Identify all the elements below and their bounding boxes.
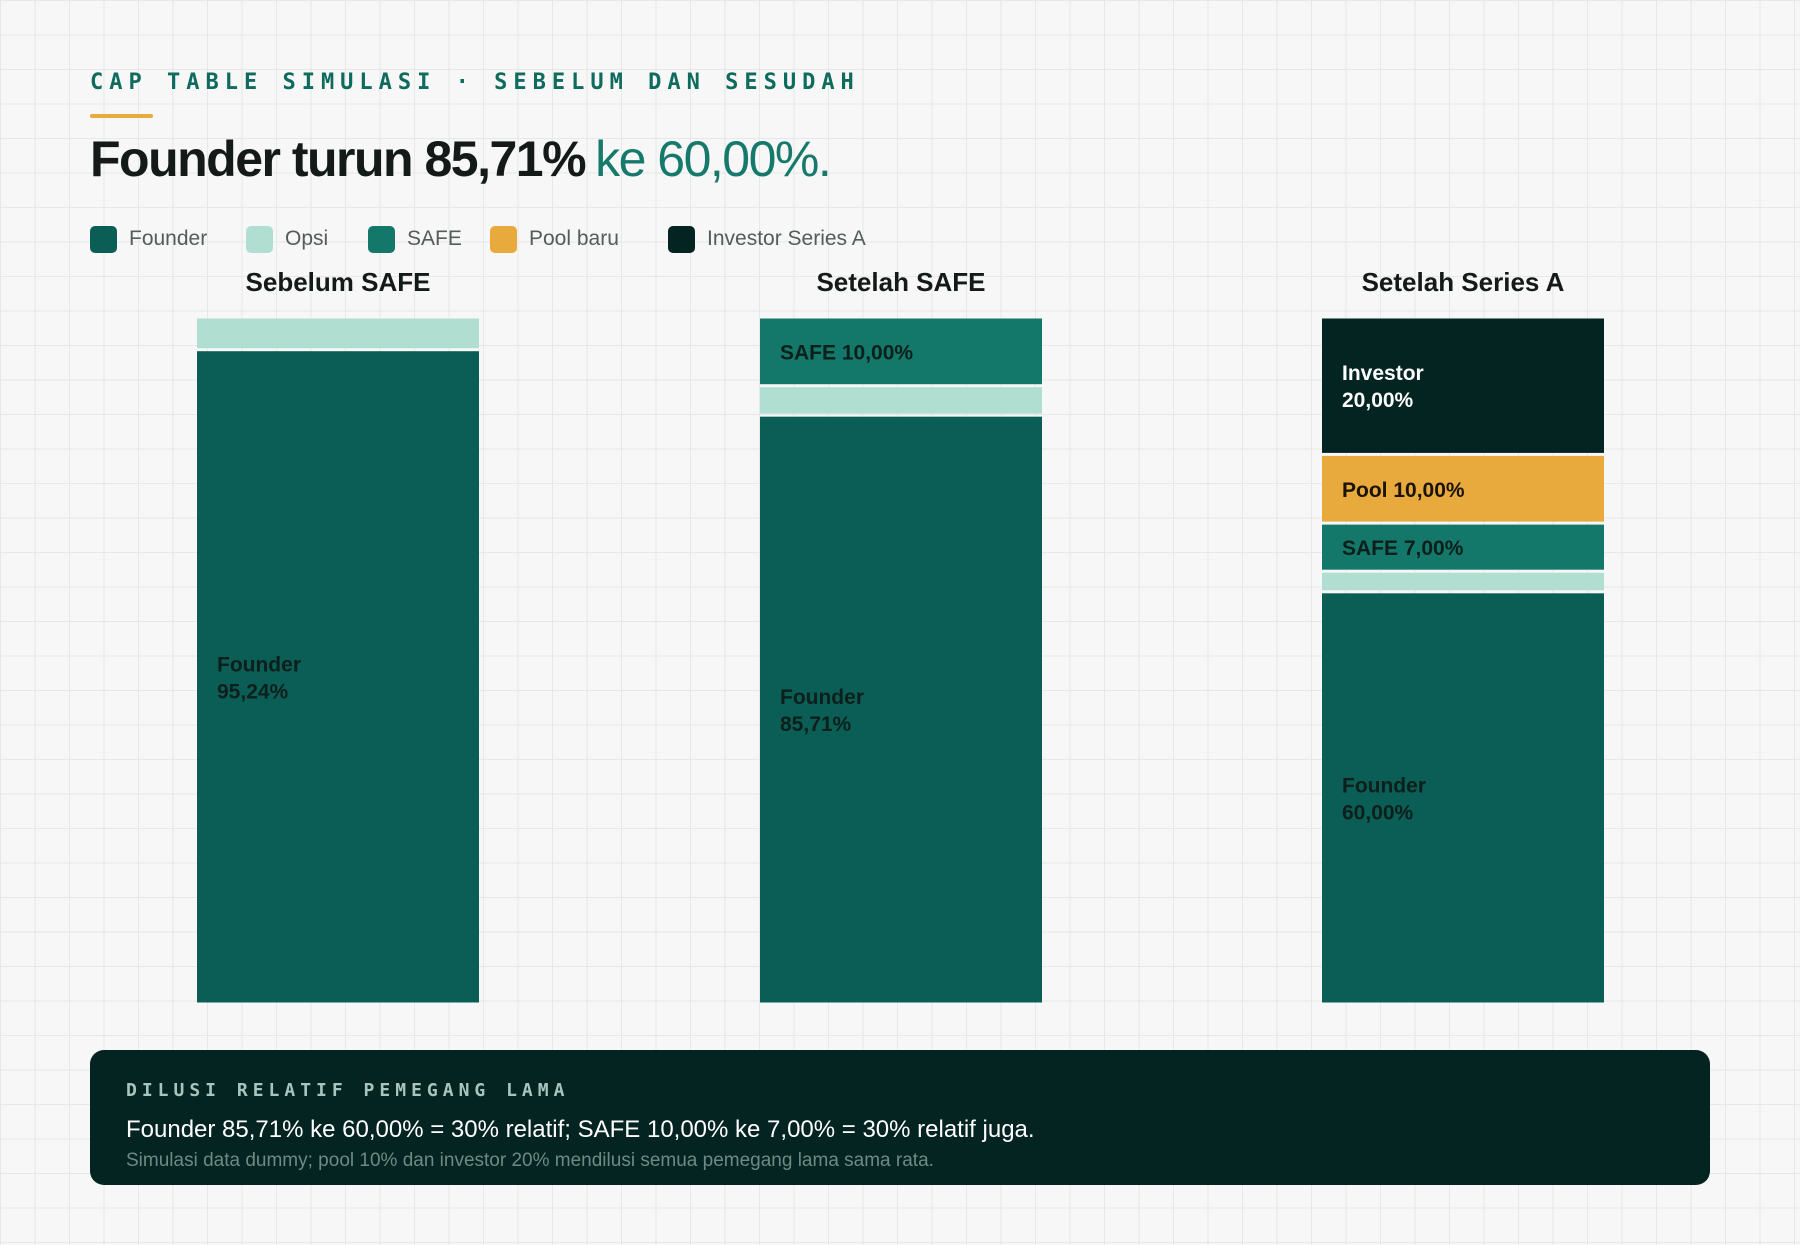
legend-swatch-founder bbox=[90, 225, 117, 253]
data-label-pool-3: Pool 10,00% bbox=[1342, 479, 1465, 502]
category-label-1: Sebelum SAFE bbox=[246, 267, 431, 297]
legend-item-founder: Founder bbox=[90, 224, 207, 254]
bar-segment-safe-3 bbox=[1322, 524, 1604, 570]
bar-segment-pool-3 bbox=[1322, 455, 1604, 522]
legend-swatch-investor bbox=[668, 225, 695, 253]
bar-segment-safe-2 bbox=[760, 318, 1042, 385]
chart-eyebrow: CAP TABLE SIMULASI · SEBELUM DAN SESUDAH bbox=[90, 70, 860, 95]
legend-item-investor: Investor Series A bbox=[668, 224, 866, 254]
data-label-investor-3: Investor bbox=[1342, 362, 1424, 385]
legend-item-pool: Pool baru bbox=[490, 224, 619, 254]
data-label-safe-3: SAFE 7,00% bbox=[1342, 537, 1464, 560]
legend-item-opsi: Opsi bbox=[246, 224, 328, 254]
data-label-safe-2: SAFE 10,00% bbox=[780, 341, 913, 364]
bar-segment-opsi-2 bbox=[760, 387, 1042, 414]
bar-segment-founder-3 bbox=[1322, 593, 1604, 1003]
category-label-2: Setelah SAFE bbox=[816, 267, 985, 297]
dilution-summary-panel: DILUSI RELATIF PEMEGANG LAMA Founder 85,… bbox=[90, 1050, 1710, 1185]
stacked-bar-chart: Sebelum SAFE Founder 95,24% Setelah SAFE Fou… bbox=[197, 267, 1604, 1003]
panel-body: Founder 85,71% ke 60,00% = 30% relatif; … bbox=[126, 1116, 1035, 1143]
legend-label-safe: SAFE bbox=[407, 227, 462, 250]
bar-segment-founder-1 bbox=[197, 351, 479, 1003]
panel-note: Simulasi data dummy; pool 10% dan invest… bbox=[126, 1150, 934, 1171]
eyebrow-accent-rule bbox=[90, 114, 153, 118]
data-label-investor-3: 20,00% bbox=[1342, 389, 1414, 412]
legend-swatch-pool bbox=[490, 225, 517, 253]
headline-main: Founder turun 85,71% bbox=[90, 131, 587, 187]
data-label-founder-3: 60,00% bbox=[1342, 801, 1414, 824]
data-label-founder-1: Founder bbox=[217, 653, 301, 676]
legend-label-founder: Founder bbox=[129, 227, 208, 250]
legend-label-investor: Investor Series A bbox=[707, 227, 866, 250]
chart-headline: Founder turun 85,71% ke 60,00%. bbox=[90, 130, 832, 188]
legend-swatch-safe bbox=[368, 225, 395, 253]
headline-accent: ke 60,00%. bbox=[595, 131, 832, 187]
bar-segment-opsi-1 bbox=[197, 318, 479, 349]
bar-segment-investor-3 bbox=[1322, 318, 1604, 453]
legend-label-pool: Pool baru bbox=[529, 227, 619, 250]
panel-title: DILUSI RELATIF PEMEGANG LAMA bbox=[126, 1080, 570, 1101]
legend-label-opsi: Opsi bbox=[285, 227, 329, 250]
bar-segment-founder-2 bbox=[760, 416, 1042, 1003]
data-label-founder-3: Founder bbox=[1342, 774, 1426, 797]
category-label-3: Setelah Series A bbox=[1362, 267, 1565, 297]
legend-item-safe: SAFE bbox=[368, 224, 462, 254]
data-label-founder-2: 85,71% bbox=[780, 713, 852, 736]
legend-swatch-opsi bbox=[246, 225, 273, 253]
data-label-founder-2: Founder bbox=[780, 686, 864, 709]
data-label-founder-1: 95,24% bbox=[217, 680, 289, 703]
bar-segment-opsi-3 bbox=[1322, 572, 1604, 591]
